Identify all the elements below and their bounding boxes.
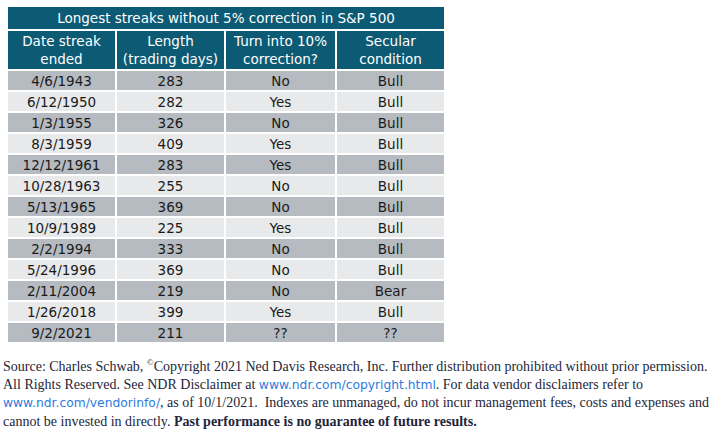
disclaimer-text-segment: . For data vendor disclaimers refer to	[436, 377, 643, 392]
disclaimer-text: Source: Charles Schwab, ©Copyright 2021 …	[3, 358, 712, 431]
disclaimer-link[interactable]: www.ndr.com/copyright.html	[259, 378, 436, 392]
disclaimer-link[interactable]: www.ndr.com/vendorinfo/	[3, 396, 160, 410]
table-cell: 2/2/1994	[8, 238, 116, 259]
table-cell: 4/6/1943	[8, 70, 116, 91]
table-row: 1/26/2018399YesBull	[8, 301, 444, 322]
column-header-date-streak-ended: Date streakended	[8, 30, 116, 70]
table-cell: Bull	[336, 154, 444, 175]
table-cell: Bull	[336, 175, 444, 196]
table-cell: 283	[116, 154, 225, 175]
column-header-secular-condition: Secularcondition	[336, 30, 444, 70]
table-cell: No	[225, 112, 336, 133]
table-cell: 10/28/1963	[8, 175, 116, 196]
table-cell: Yes	[225, 301, 336, 322]
table-row: 6/12/1950282YesBull	[8, 91, 444, 112]
column-header-turn-into-10pct-correction: Turn into 10%correction?	[225, 30, 336, 70]
table-row: 10/9/1989225YesBull	[8, 217, 444, 238]
table-row: 2/2/1994333NoBull	[8, 238, 444, 259]
table-cell: 283	[116, 70, 225, 91]
table-title-row: Longest streaks without 5% correction in…	[8, 7, 444, 30]
table-cell: Yes	[225, 133, 336, 154]
table-cell: Bull	[336, 196, 444, 217]
table-cell: 12/12/1961	[8, 154, 116, 175]
column-header-length-trading-days: Length(trading days)	[116, 30, 225, 70]
disclaimer-line: www.ndr.com/vendorinfo/, as of 10/1/2021…	[3, 394, 712, 412]
table-cell: Bull	[336, 259, 444, 280]
table-cell: 255	[116, 175, 225, 196]
table-cell: 5/24/1996	[8, 259, 116, 280]
streak-table: Longest streaks without 5% correction in…	[8, 7, 444, 344]
table-cell: 369	[116, 196, 225, 217]
disclaimer-text-segment: Source: Charles Schwab,	[3, 359, 147, 374]
table-row: 12/12/1961283YesBull	[8, 154, 444, 175]
copyright-symbol: ©	[147, 357, 154, 367]
table-cell: No	[225, 280, 336, 301]
table-cell: 399	[116, 301, 225, 322]
table-title: Longest streaks without 5% correction in…	[8, 7, 444, 30]
disclaimer-text-segment: Copyright 2021 Ned Davis Research, Inc. …	[154, 359, 708, 374]
table-cell: 5/13/1965	[8, 196, 116, 217]
table-cell: ??	[225, 322, 336, 343]
table-cell: 326	[116, 112, 225, 133]
table-header-row: Date streakendedLength(trading days)Turn…	[8, 30, 444, 70]
table-cell: No	[225, 70, 336, 91]
disclaimer-text-segment: , as of 10/1/2021. Indexes are unmanaged…	[160, 395, 709, 410]
disclaimer-bold-text: Past performance is no guarantee of futu…	[174, 414, 477, 429]
disclaimer-text-segment: All Rights Reserved. See NDR Disclaimer …	[3, 377, 259, 392]
table-cell: 409	[116, 133, 225, 154]
table-cell: 6/12/1950	[8, 91, 116, 112]
table-row: 5/24/1996369NoBull	[8, 259, 444, 280]
table-row: 8/3/1959409YesBull	[8, 133, 444, 154]
table-cell: 219	[116, 280, 225, 301]
table-cell: No	[225, 238, 336, 259]
table-row: 1/3/1955326NoBull	[8, 112, 444, 133]
table-cell: Yes	[225, 217, 336, 238]
table-cell: Bull	[336, 238, 444, 259]
table-cell: 211	[116, 322, 225, 343]
table-row: 2/11/2004219NoBear	[8, 280, 444, 301]
table-cell: ??	[336, 322, 444, 343]
table-row: 9/2/2021211????	[8, 322, 444, 343]
table-cell: No	[225, 196, 336, 217]
table-cell: 10/9/1989	[8, 217, 116, 238]
table-cell: Bull	[336, 133, 444, 154]
table-cell: Bull	[336, 112, 444, 133]
table-cell: 8/3/1959	[8, 133, 116, 154]
table-cell: Bear	[336, 280, 444, 301]
disclaimer-line: Source: Charles Schwab, ©Copyright 2021 …	[3, 358, 712, 376]
table-cell: Yes	[225, 154, 336, 175]
disclaimer-line: cannot be invested in directly. Past per…	[3, 413, 712, 431]
disclaimer-text-segment: cannot be invested in directly.	[3, 414, 174, 429]
table-cell: 369	[116, 259, 225, 280]
table-cell: 1/26/2018	[8, 301, 116, 322]
table-cell: 333	[116, 238, 225, 259]
table-cell: No	[225, 175, 336, 196]
table-cell: 282	[116, 91, 225, 112]
table-body: 4/6/1943283NoBull6/12/1950282YesBull1/3/…	[8, 70, 444, 343]
table-cell: Yes	[225, 91, 336, 112]
table-cell: 9/2/2021	[8, 322, 116, 343]
page: Longest streaks without 5% correction in…	[0, 7, 712, 431]
table-row: 10/28/1963255NoBull	[8, 175, 444, 196]
table-cell: Bull	[336, 91, 444, 112]
table-cell: 2/11/2004	[8, 280, 116, 301]
table-cell: 225	[116, 217, 225, 238]
table-row: 5/13/1965369NoBull	[8, 196, 444, 217]
table-row: 4/6/1943283NoBull	[8, 70, 444, 91]
table-cell: Bull	[336, 70, 444, 91]
table-cell: Bull	[336, 301, 444, 322]
table-cell: 1/3/1955	[8, 112, 116, 133]
disclaimer-line: All Rights Reserved. See NDR Disclaimer …	[3, 376, 712, 394]
table-cell: Bull	[336, 217, 444, 238]
table-cell: No	[225, 259, 336, 280]
